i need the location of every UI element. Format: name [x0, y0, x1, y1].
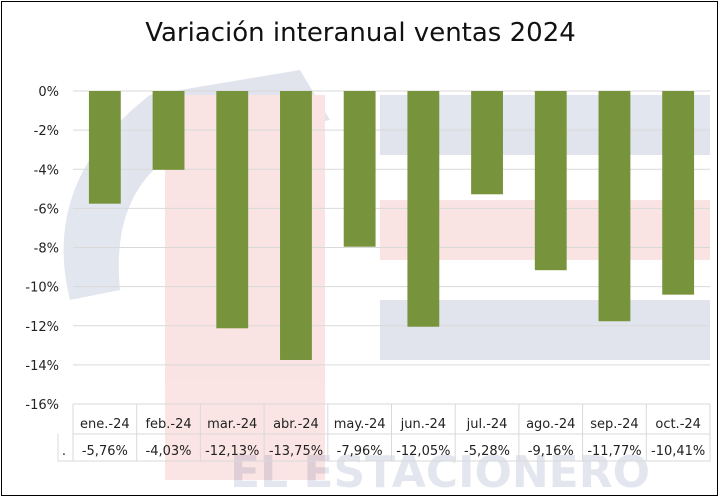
data-label: -12,13%	[205, 444, 259, 459]
bar	[216, 91, 249, 329]
data-label: -5,28%	[464, 444, 510, 459]
bar	[662, 91, 695, 295]
data-label: -12,05%	[396, 444, 450, 459]
y-tick-label: -4%	[34, 163, 59, 178]
data-label: -10,41%	[651, 444, 705, 459]
y-tick-label: -8%	[34, 242, 59, 257]
x-tick-label: jun.-24	[400, 417, 446, 432]
y-tick-label: -16%	[25, 398, 59, 413]
y-tick-label: 0%	[38, 85, 59, 100]
data-label: -7,96%	[337, 444, 383, 459]
bar	[343, 91, 376, 247]
y-tick-label: -2%	[34, 124, 59, 139]
data-label: -13,75%	[269, 444, 323, 459]
x-tick-label: ene.-24	[80, 417, 130, 432]
x-tick-label: abr.-24	[273, 417, 319, 432]
bar	[88, 91, 121, 204]
data-label: -9,16%	[528, 444, 574, 459]
table-row-label: .	[62, 444, 66, 459]
x-tick-label: jul.-24	[466, 417, 508, 432]
bar	[598, 91, 631, 322]
y-tick-label: -6%	[34, 202, 59, 217]
y-tick-label: -14%	[25, 359, 59, 374]
data-table: ene.-24 -5,76% feb.-24 -4,03% mar.-24 -12,13%…	[57, 404, 711, 462]
data-label: -4,03%	[146, 444, 192, 459]
bar	[152, 91, 185, 170]
bar	[280, 91, 312, 360]
y-axis: 0% -2% -4% -6% -8% -10% -12% -14% -16%	[25, 85, 59, 413]
x-tick-label: sep.-24	[590, 417, 638, 432]
chart-title: Variación interanual ventas 2024	[145, 18, 576, 48]
x-tick-label: may.-24	[334, 417, 386, 432]
data-label: -5,76%	[82, 444, 128, 459]
x-tick-label: oct.-24	[655, 417, 701, 432]
data-label: -11,77%	[587, 444, 641, 459]
y-tick-label: -10%	[25, 281, 59, 296]
watermark-text: EL ESTACIONERO	[230, 447, 650, 498]
x-tick-label: ago.-24	[526, 417, 575, 432]
bars	[88, 91, 695, 360]
x-tick-label: feb.-24	[145, 417, 191, 432]
bar	[534, 91, 567, 271]
x-tick-label: mar.-24	[207, 417, 257, 432]
bar	[471, 91, 503, 195]
y-tick-label: -12%	[25, 320, 59, 335]
bar	[407, 91, 440, 327]
